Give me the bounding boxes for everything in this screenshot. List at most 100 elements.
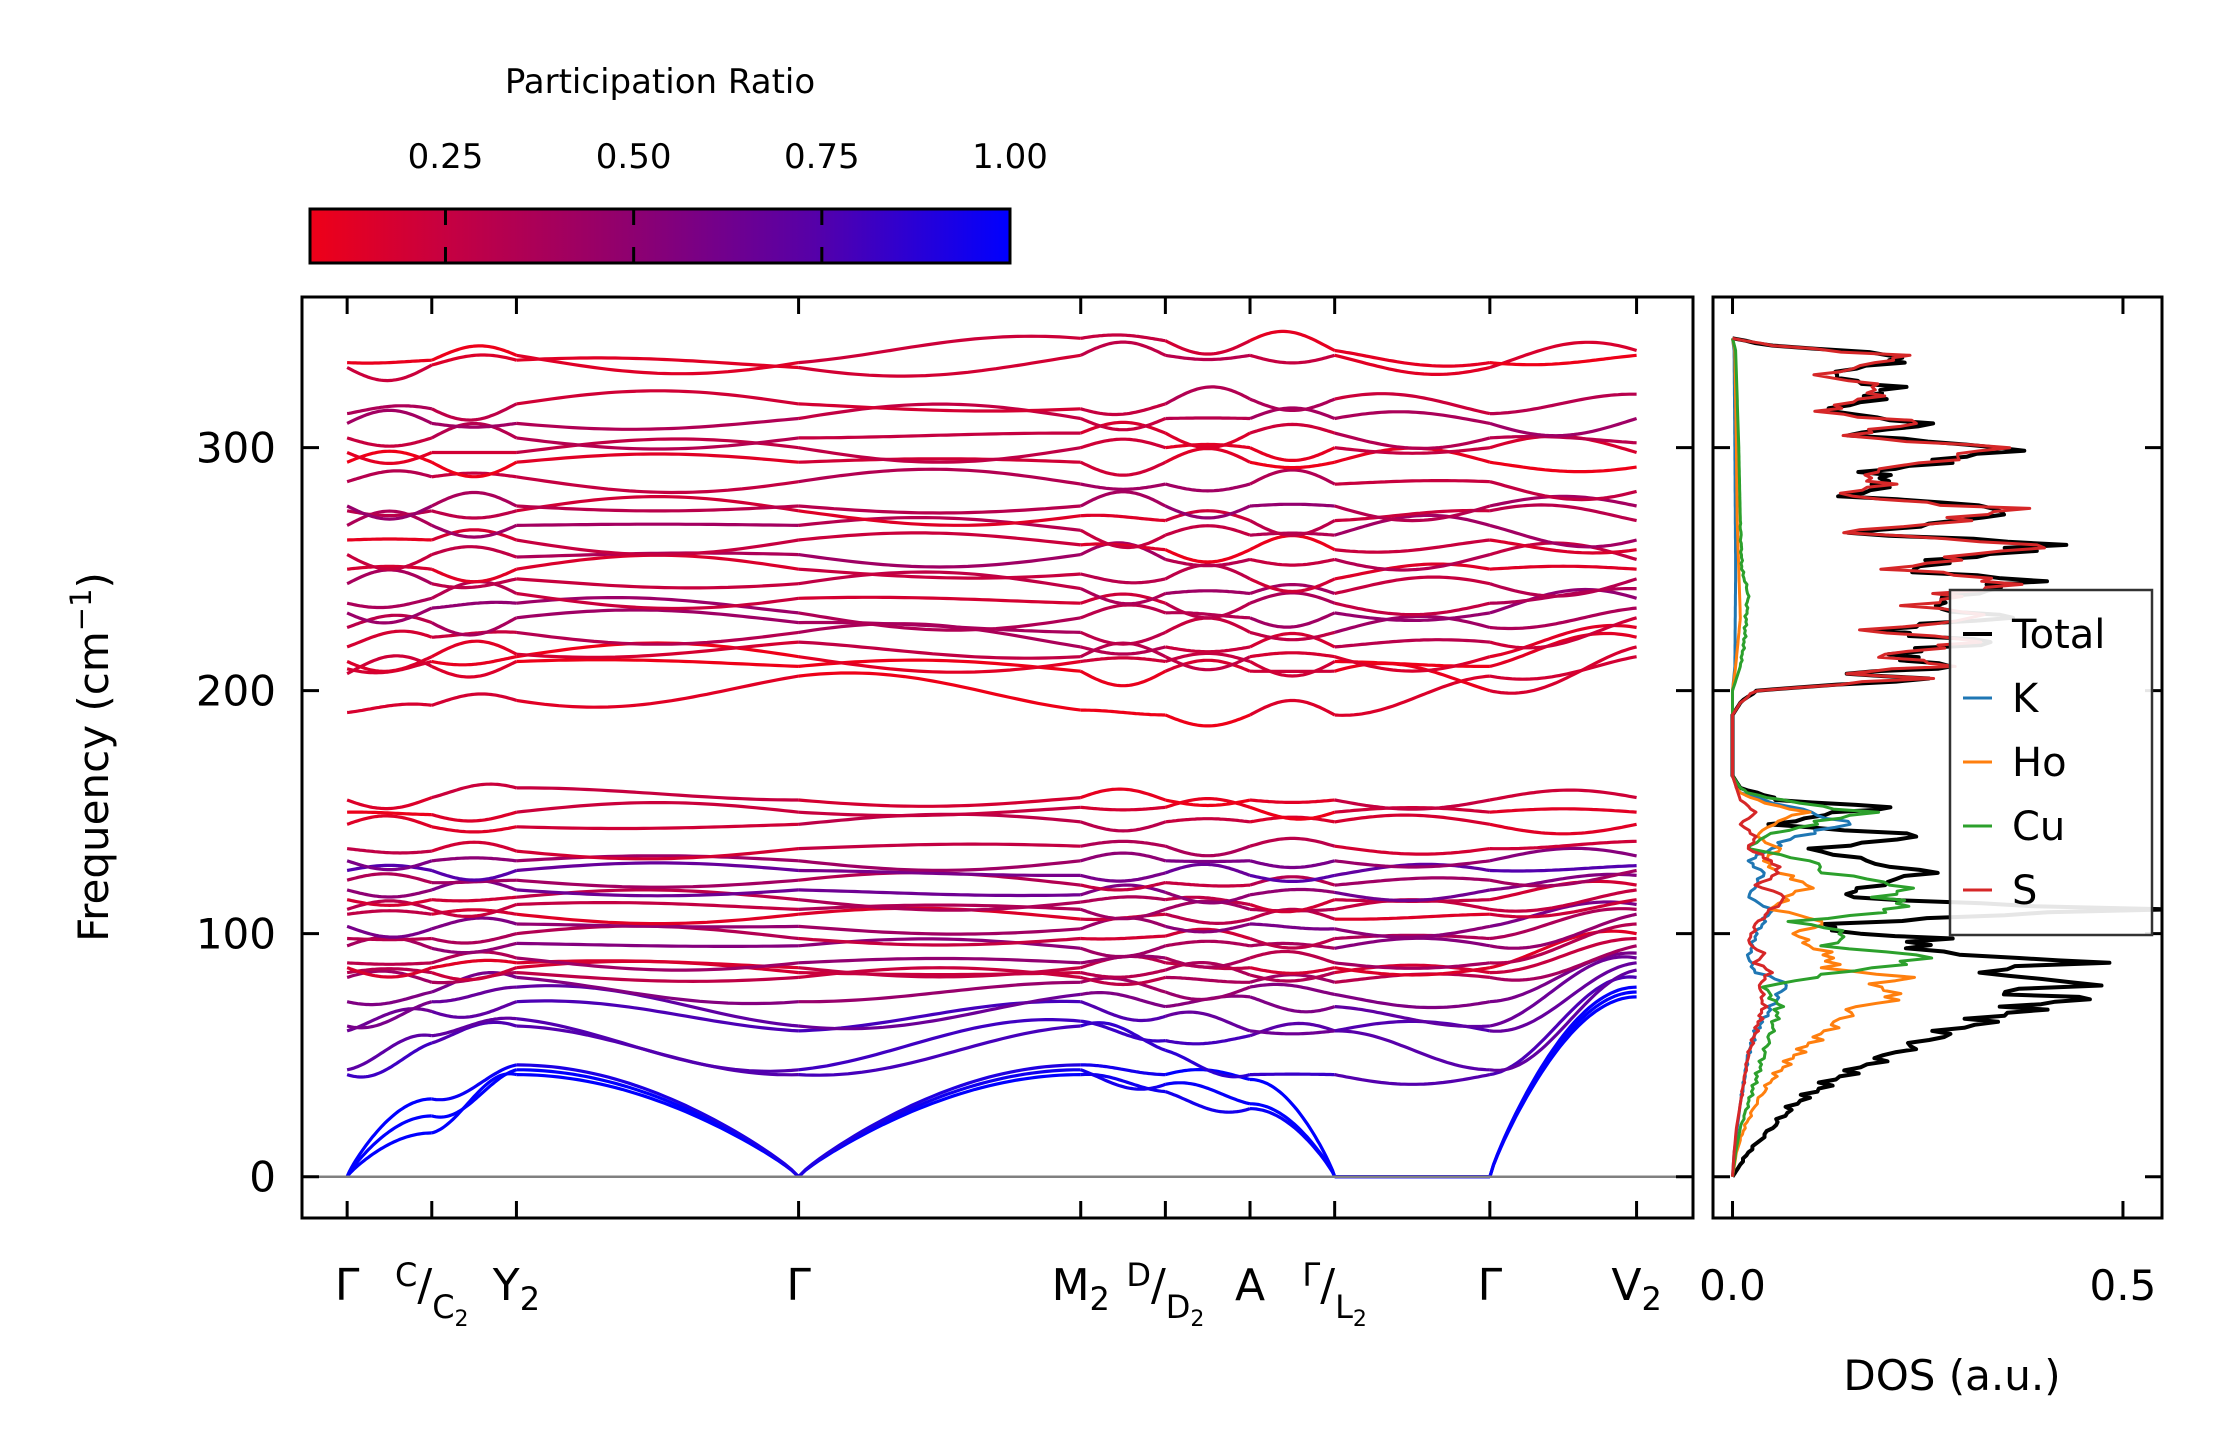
band-segment <box>1249 887 1335 897</box>
band-segment <box>1165 645 1251 654</box>
band-segment <box>1489 807 1637 814</box>
band-segment <box>1164 385 1251 406</box>
band-segment <box>1249 591 1336 605</box>
band-segment <box>1080 944 1166 959</box>
band-segment <box>431 421 517 429</box>
band <box>346 922 1637 972</box>
band-segment <box>431 577 517 590</box>
band-segment <box>1489 822 1637 836</box>
band <box>346 420 1637 451</box>
band-segment <box>1164 890 1251 905</box>
band-segment <box>1249 1021 1336 1038</box>
band-segment <box>431 421 518 440</box>
band-segment <box>798 467 1081 486</box>
band-segment <box>1249 698 1336 717</box>
colorbar-tick-label: 1.00 <box>972 137 1048 177</box>
band-segment <box>516 922 799 929</box>
band-segment <box>1250 922 1335 931</box>
band-segment <box>1334 538 1491 554</box>
band-segment <box>1165 859 1250 864</box>
band-segment <box>516 912 799 926</box>
band-segment <box>346 469 433 484</box>
band-segment <box>1080 587 1167 606</box>
y-axis-label: Frequency (cm−1) <box>64 572 118 942</box>
band-segment <box>1249 502 1335 508</box>
legend-label: S <box>2012 868 2037 914</box>
band-segment <box>1080 991 1166 1009</box>
band-segment <box>1164 1010 1251 1033</box>
band-segment <box>1489 846 1637 863</box>
band-segment <box>1164 339 1251 356</box>
band-segment <box>1489 616 1638 650</box>
band-segment <box>1489 631 1637 668</box>
band-segment <box>1080 708 1166 717</box>
band-segment <box>1164 655 1251 672</box>
band <box>346 782 1637 811</box>
band-segment <box>431 902 517 918</box>
band-segment <box>431 402 518 422</box>
band-segment <box>1489 951 1637 1004</box>
band-segment <box>1080 513 1166 523</box>
band <box>346 340 1638 383</box>
band-segment <box>1489 392 1637 416</box>
band-segment <box>1249 805 1336 821</box>
band-segment <box>1334 575 1491 596</box>
band-segment <box>431 1016 517 1038</box>
band-segment <box>1334 431 1491 450</box>
band-segment <box>1164 844 1251 858</box>
band-segment <box>431 692 517 707</box>
band-segment <box>1489 577 1638 598</box>
band-segment <box>798 553 1081 569</box>
legend-label: Total <box>2011 612 2105 658</box>
band-segment <box>346 363 433 383</box>
band-segment <box>1489 955 1637 1028</box>
band-segment <box>1164 509 1251 523</box>
band-segment <box>797 1063 1081 1178</box>
band-segment <box>1250 1072 1335 1077</box>
band-segment <box>1080 787 1166 802</box>
band-segment <box>431 916 517 931</box>
band-segment <box>516 504 799 513</box>
band-segment <box>431 567 518 584</box>
band-segment <box>1164 1048 1251 1079</box>
band-segment <box>1080 482 1166 491</box>
band-segment <box>1249 1107 1337 1178</box>
band-segment <box>1249 557 1336 567</box>
band-segment <box>1249 873 1335 883</box>
band-segment <box>1080 934 1166 941</box>
legend-label: Ho <box>2012 740 2067 786</box>
band-segment <box>798 805 1081 818</box>
band-segment <box>1164 956 1251 969</box>
band-segment <box>431 941 517 955</box>
band-structure-axes: Γ C/C2 Y2 Γ M2 D/D2 A Γ/L2 Γ V2 0 100 200 300 Freque… <box>64 295 1695 1332</box>
x-tick-label: Γ <box>335 1260 360 1311</box>
band-segment <box>1164 616 1251 634</box>
band <box>346 836 1637 861</box>
band-segment <box>1080 645 1166 656</box>
band-segment <box>1334 392 1491 416</box>
colorbar-label: Participation Ratio <box>505 62 815 102</box>
band-segment <box>1080 333 1166 343</box>
band-segment <box>1489 523 1637 549</box>
band-segment <box>431 1063 517 1102</box>
band-segment <box>1165 353 1251 362</box>
x-tick-label: Γ <box>786 1260 811 1311</box>
colorbar-tick-label: 0.75 <box>784 137 860 177</box>
band-segment <box>346 863 433 873</box>
band-segment <box>431 616 518 637</box>
band <box>346 861 1637 883</box>
band-segment <box>1334 1073 1491 1086</box>
band-segment <box>1489 868 1637 888</box>
band-segment <box>798 620 1081 634</box>
band-segment <box>1249 460 1336 470</box>
band-segment <box>346 702 433 715</box>
band-segment <box>1334 479 1490 486</box>
band-segment <box>346 961 432 966</box>
band-segment <box>431 895 517 903</box>
band-segment <box>1249 531 1335 537</box>
main-ticks <box>302 297 1693 1218</box>
legend-entries: Total K Ho Cu S <box>1963 612 2105 914</box>
x-tick-label: Y2 <box>492 1260 540 1318</box>
x-tick-label: Γ <box>1478 1260 1503 1311</box>
band-segment <box>346 847 432 855</box>
